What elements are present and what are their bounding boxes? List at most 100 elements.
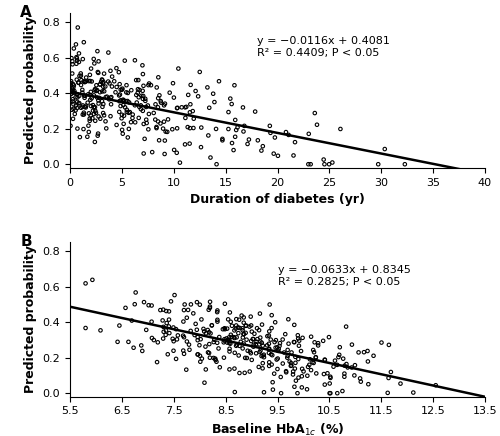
Point <box>173 125 181 132</box>
Point <box>87 89 95 95</box>
Point <box>311 109 319 116</box>
Point <box>176 159 184 166</box>
Point <box>294 374 302 381</box>
Point <box>268 312 276 319</box>
Point <box>102 118 110 125</box>
Point <box>186 327 194 334</box>
Point <box>204 132 212 139</box>
Point <box>304 130 312 137</box>
Point <box>238 327 246 334</box>
Point <box>152 116 160 123</box>
Point <box>91 117 99 124</box>
Point <box>326 373 334 380</box>
Point <box>125 99 133 106</box>
Point <box>137 106 145 112</box>
Point <box>212 358 220 365</box>
Point <box>374 161 382 168</box>
Point <box>170 338 177 345</box>
Point <box>118 130 126 137</box>
Point <box>228 322 236 329</box>
Point <box>150 337 158 344</box>
Point <box>206 154 214 161</box>
Point <box>159 125 167 132</box>
Point <box>168 335 176 342</box>
Point <box>284 131 292 138</box>
Point <box>268 324 276 331</box>
Point <box>76 72 84 79</box>
Point <box>250 336 258 343</box>
Point <box>282 369 290 376</box>
Point <box>70 84 78 91</box>
Point <box>132 289 140 296</box>
Point <box>206 304 214 311</box>
Point <box>225 336 233 343</box>
Point <box>162 307 170 314</box>
Point <box>150 109 158 116</box>
Point <box>94 69 102 76</box>
Point <box>312 354 320 361</box>
Point <box>170 292 178 299</box>
Point <box>118 86 126 93</box>
Point <box>170 347 177 354</box>
Point <box>230 82 238 89</box>
Point <box>186 101 194 108</box>
Point <box>234 330 242 337</box>
Point <box>274 344 281 351</box>
Point <box>88 95 96 102</box>
Point <box>265 362 273 369</box>
Point <box>190 125 198 132</box>
Point <box>396 380 404 387</box>
Point <box>144 102 152 109</box>
Point <box>123 106 131 113</box>
Point <box>162 128 170 135</box>
Point <box>339 355 347 362</box>
Point <box>102 125 110 132</box>
Point <box>130 301 138 308</box>
Point <box>169 80 177 87</box>
Point <box>252 350 260 357</box>
Point <box>92 82 100 89</box>
Point <box>342 361 350 368</box>
Point <box>157 99 165 106</box>
Point <box>86 78 94 85</box>
Point <box>140 82 147 89</box>
Point <box>350 372 358 379</box>
Point <box>142 103 150 110</box>
Point <box>336 344 344 351</box>
Point <box>271 319 279 326</box>
Point <box>242 336 250 343</box>
Point <box>128 317 136 324</box>
Point <box>144 82 152 89</box>
Point <box>320 156 328 163</box>
Point <box>265 349 273 356</box>
Point <box>76 133 84 140</box>
Point <box>238 325 246 332</box>
Point <box>224 316 232 323</box>
Point <box>249 335 257 342</box>
Point <box>226 95 234 102</box>
Point <box>73 55 81 62</box>
Point <box>141 95 149 102</box>
Point <box>364 381 372 388</box>
Point <box>342 323 350 330</box>
Point <box>370 352 378 359</box>
Text: y = −0.0116x + 0.4081
R² = 0.4409; P < 0.05: y = −0.0116x + 0.4081 R² = 0.4409; P < 0… <box>257 36 390 58</box>
Point <box>279 360 287 367</box>
Point <box>156 92 164 99</box>
Point <box>282 368 290 375</box>
Point <box>84 99 92 106</box>
Point <box>80 109 88 116</box>
Point <box>259 360 267 367</box>
Point <box>205 350 213 357</box>
Point <box>200 379 208 386</box>
Point <box>86 72 94 78</box>
Point <box>186 346 194 353</box>
Point <box>258 365 266 372</box>
Point <box>216 334 224 341</box>
Point <box>260 351 268 358</box>
Point <box>178 104 186 111</box>
Text: B: B <box>20 234 32 249</box>
Point <box>245 136 253 143</box>
Point <box>91 104 99 111</box>
Point <box>194 337 202 344</box>
